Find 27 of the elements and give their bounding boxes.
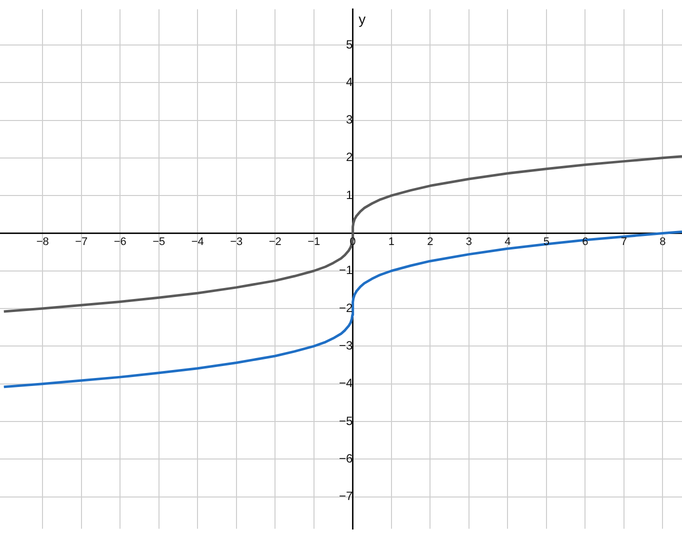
y-axis-title: y: [358, 11, 366, 28]
x-tick-label: 1: [388, 236, 394, 248]
x-tick-label: −3: [230, 236, 243, 248]
x-tick-label: 8: [660, 236, 666, 248]
x-tick-label: 0: [350, 236, 356, 248]
y-tick-label: 3: [346, 112, 353, 127]
x-tick-label: 2: [427, 236, 434, 248]
y-tick-label: 2: [346, 150, 353, 164]
x-tick-label: −2: [268, 236, 282, 248]
y-tick-label: −5: [338, 414, 353, 428]
y-tick-label: −1: [338, 263, 353, 278]
x-tick-label: 4: [504, 236, 511, 248]
y-tick-label: −3: [338, 338, 353, 352]
x-tick-label: −6: [114, 236, 126, 248]
x-tick-label: 3: [466, 236, 472, 248]
x-tick-label: −7: [75, 236, 88, 248]
y-tick-label: −7: [338, 489, 353, 504]
x-tick-label: −8: [36, 236, 49, 248]
x-tick-label: −1: [308, 236, 320, 248]
y-tick-label: −4: [338, 376, 353, 390]
x-tick-label: −4: [191, 236, 204, 248]
x-tick-label: −5: [152, 236, 166, 248]
x-tick-label: 7: [620, 236, 627, 248]
y-tick-label: −6: [338, 451, 353, 466]
y-tick-label: 1: [346, 188, 353, 202]
y-tick-label: 5: [346, 37, 353, 52]
y-tick-label: 4: [346, 74, 353, 89]
